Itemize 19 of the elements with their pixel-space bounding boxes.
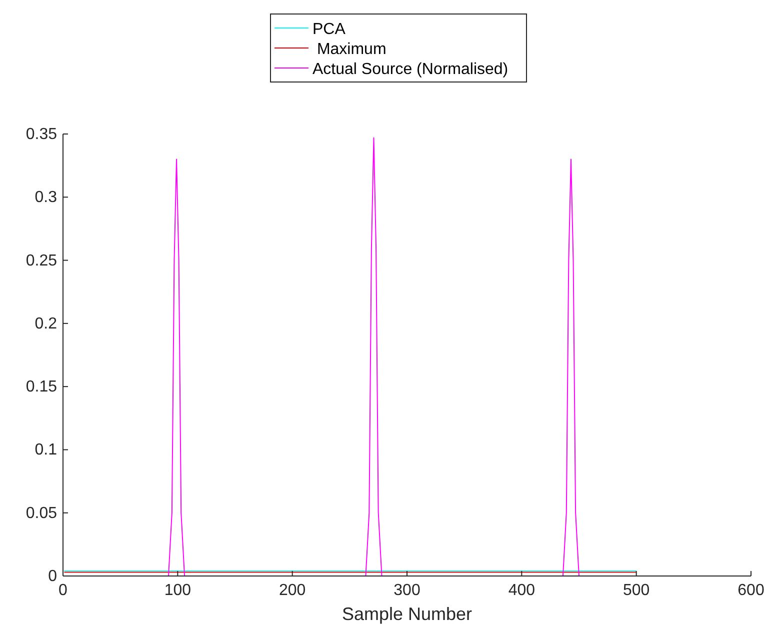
x-tick-label: 600 bbox=[738, 582, 764, 599]
x-tick-label: 400 bbox=[508, 582, 536, 599]
y-tick-label: 0 bbox=[48, 568, 58, 585]
x-tick-label: 500 bbox=[622, 582, 650, 599]
x-tick-label: 100 bbox=[164, 582, 192, 599]
y-tick-label: 0.1 bbox=[34, 442, 58, 459]
x-tick-label: 300 bbox=[394, 582, 420, 599]
y-tick-label: 0.05 bbox=[26, 504, 58, 522]
x-axis-title: Sample Number bbox=[342, 604, 472, 624]
x-tick-label: 200 bbox=[278, 582, 306, 599]
legend-label: Actual Source (Normalised) bbox=[312, 61, 508, 78]
legend-label: Maximum bbox=[312, 41, 386, 58]
y-tick-label: 0.2 bbox=[34, 315, 58, 332]
y-tick-label: 0.3 bbox=[34, 189, 58, 206]
legend-label: PCA bbox=[312, 21, 346, 38]
y-tick-label: 0.35 bbox=[26, 126, 58, 143]
x-tick-label: 0 bbox=[58, 582, 68, 599]
y-tick-label: 0.15 bbox=[26, 378, 58, 396]
y-tick-label: 0.25 bbox=[26, 252, 58, 270]
